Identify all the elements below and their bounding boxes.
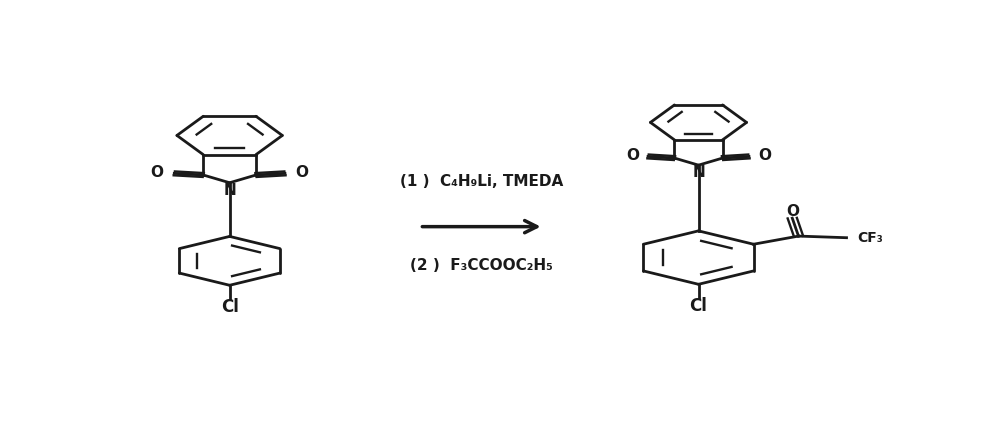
Text: O: O xyxy=(758,148,771,163)
Text: CF₃: CF₃ xyxy=(857,231,883,245)
Text: O: O xyxy=(296,165,309,180)
Text: N: N xyxy=(223,183,236,198)
Text: O: O xyxy=(786,203,799,219)
Text: Cl: Cl xyxy=(221,298,239,316)
Text: (2 )  F₃CCOOC₂H₅: (2 ) F₃CCOOC₂H₅ xyxy=(410,258,553,273)
Text: O: O xyxy=(151,165,164,180)
Text: (1 )  C₄H₉Li, TMEDA: (1 ) C₄H₉Li, TMEDA xyxy=(400,173,563,189)
Text: O: O xyxy=(626,148,639,163)
Text: Cl: Cl xyxy=(690,297,707,316)
Text: N: N xyxy=(692,165,705,180)
